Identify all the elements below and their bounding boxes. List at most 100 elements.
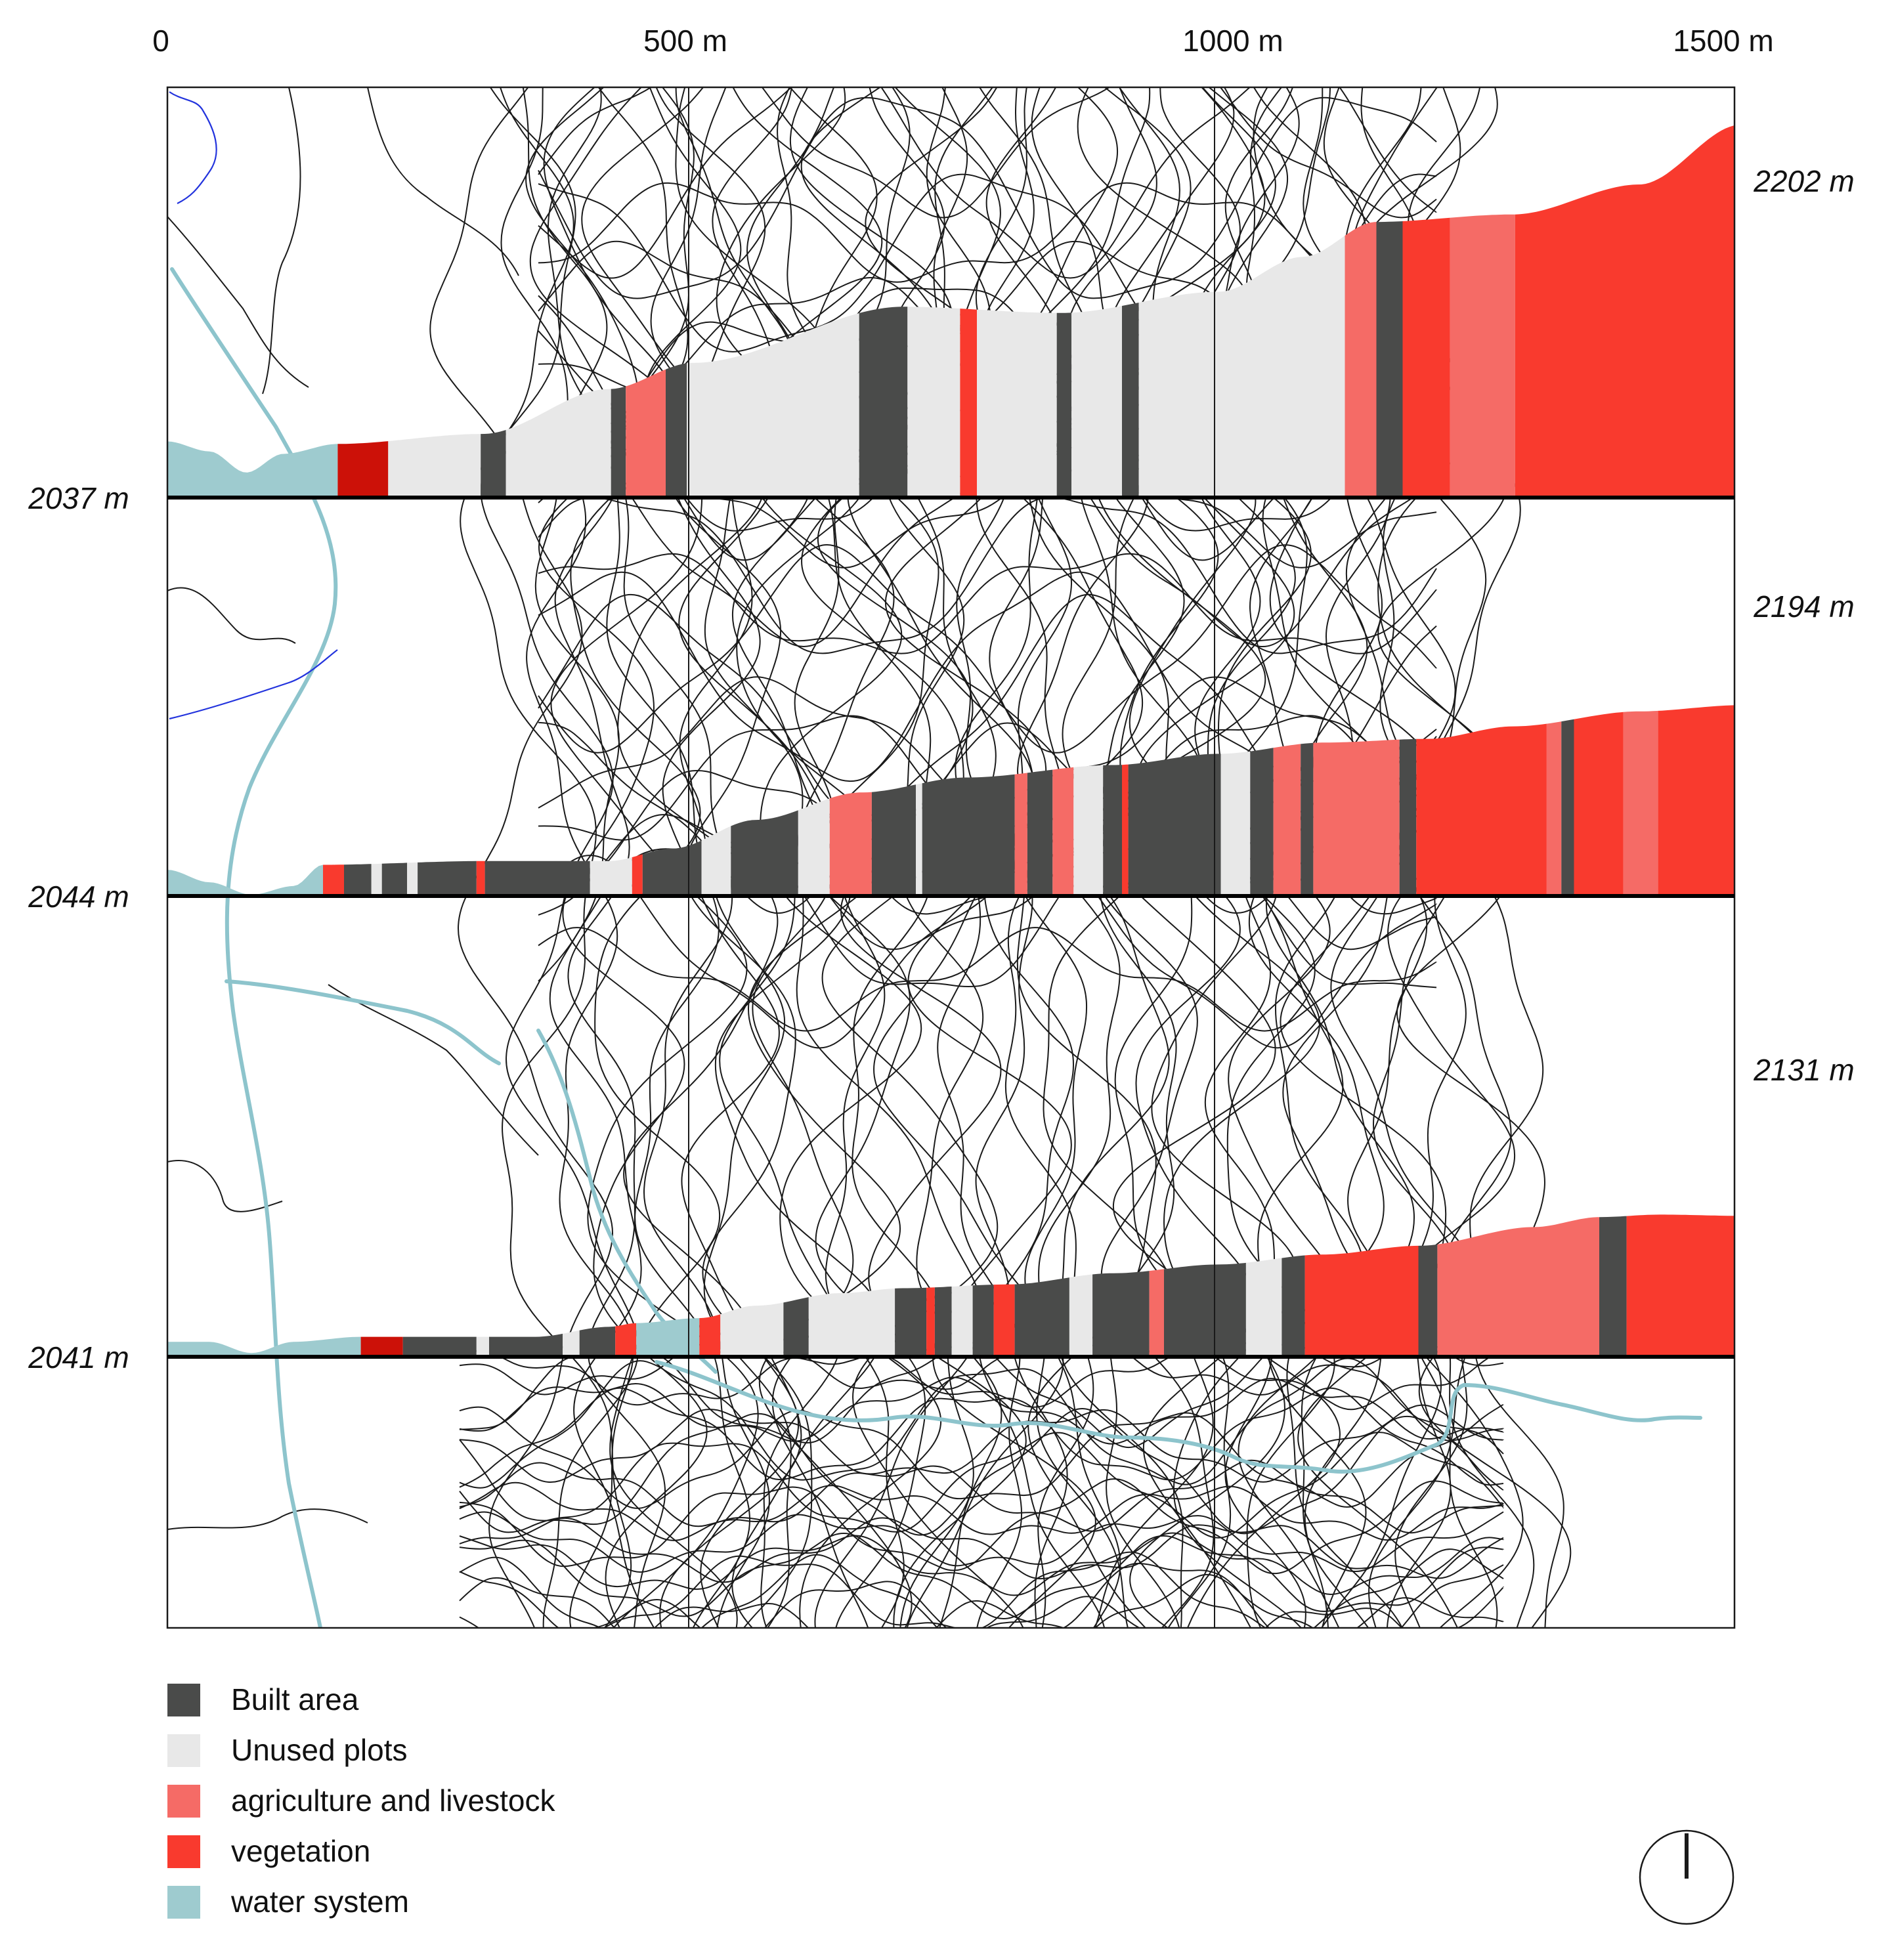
profile-1-segment-unused <box>687 313 859 498</box>
stream-line <box>169 91 217 204</box>
legend-label-veg: vegetation <box>231 1834 370 1868</box>
profile-3-segment-built <box>579 1326 616 1357</box>
contour-line <box>480 87 639 1628</box>
contour-line <box>459 1517 1504 1583</box>
scale-label-3: 1500 m <box>1673 24 1773 58</box>
profile-3-segment-built <box>934 1287 952 1357</box>
profile-2-segment-unused <box>916 783 922 896</box>
contour-line <box>459 1348 1504 1411</box>
contour-line <box>500 87 634 1628</box>
profile-3-segment-darkred <box>360 1336 403 1357</box>
legend-swatch-unused <box>167 1734 200 1767</box>
profile-2-segment-unused <box>407 862 418 896</box>
profile-2-segment-unused <box>701 826 731 896</box>
scale-label-2: 1000 m <box>1182 24 1283 58</box>
profile-1-segment-agri <box>1450 214 1515 498</box>
profile-2-segment-built <box>731 810 798 896</box>
profile-3-segment-veg <box>615 1323 637 1357</box>
legend-swatch-water <box>167 1886 200 1919</box>
profile-1-segment-agri <box>1345 222 1377 498</box>
profile-3-segment-built <box>402 1336 477 1357</box>
profile-3-segment-built <box>1164 1262 1246 1357</box>
profile-2-segment-agri <box>1546 721 1562 896</box>
profile-3-segment-built <box>972 1285 994 1357</box>
profile-2-segment-unused <box>371 863 382 896</box>
profile-1-segment-built <box>481 430 506 498</box>
profile-2-segment-built <box>871 784 916 896</box>
contour-line <box>459 1532 1504 1596</box>
profile-2-segment-veg <box>323 864 344 896</box>
profile-3-segment-built <box>1014 1277 1069 1357</box>
profile-2-segment-unused <box>798 798 830 896</box>
river-course <box>225 979 501 1065</box>
contour-line <box>459 1432 1504 1539</box>
legend-swatch-agri <box>167 1785 200 1818</box>
profile-2-segment-agri <box>1014 773 1027 896</box>
contour-line <box>459 1403 1504 1509</box>
profile-2 <box>167 705 1734 896</box>
contour-line <box>459 1408 1504 1536</box>
profile-1-segment-built <box>1056 312 1072 498</box>
profile-3-segment-unused <box>563 1330 580 1357</box>
profile-2-segment-water <box>167 864 323 896</box>
elevation-profiles <box>167 125 1734 1357</box>
contour-line <box>167 216 309 388</box>
contour-line <box>459 1459 1504 1534</box>
legend-label-water: water system <box>230 1885 409 1919</box>
profile-2-segment-built <box>1301 742 1314 896</box>
profile-3-segment-unused <box>951 1285 973 1357</box>
profile-2-segment-veg <box>1574 712 1624 896</box>
contour-line <box>459 1387 1504 1488</box>
profile-2-segment-agri <box>1313 739 1400 896</box>
legend-label-agri: agriculture and livestock <box>231 1783 555 1818</box>
profile-3-segment-water <box>167 1336 361 1357</box>
profile-2-segment-built <box>642 840 702 896</box>
profile-3-segment-built <box>783 1297 809 1357</box>
profile-3-segment-veg <box>993 1284 1015 1357</box>
profile-1-segment-built <box>611 386 626 498</box>
contour-line <box>538 96 1437 299</box>
profile-2-segment-agri <box>1623 710 1658 896</box>
profile-1-segment-unused <box>388 434 481 498</box>
profile-1-segment-unused <box>907 307 960 498</box>
legend-label-built: Built area <box>231 1682 359 1716</box>
contour-line <box>459 1481 1504 1541</box>
contour-line <box>538 496 1437 654</box>
contour-line <box>590 1598 1403 1628</box>
profile-3-segment-unused <box>1245 1258 1282 1357</box>
scale-label-1: 500 m <box>643 24 727 58</box>
contour-line <box>459 1511 1504 1573</box>
contour-line <box>459 1478 1504 1575</box>
profile-2-segment-veg <box>1658 705 1734 896</box>
profile-1-segment-built <box>859 307 908 498</box>
legend-swatch-veg <box>167 1835 200 1868</box>
elevation-labels: 2037 m 2202 m 2044 m 2194 m 2041 m 2131 m <box>28 164 1854 1374</box>
profile-2-segment-unused <box>1220 751 1251 896</box>
profile-3 <box>167 1214 1734 1357</box>
profile-1-segment-veg <box>1402 217 1450 498</box>
contour-line <box>538 927 1437 1032</box>
profile-2-segment-built <box>1128 754 1221 896</box>
profile-2-segment-built <box>1027 769 1053 896</box>
legend: Built area Unused plots agriculture and li… <box>167 1682 555 1919</box>
contour-line <box>367 87 519 276</box>
contour-line <box>459 1376 1504 1445</box>
profile-2-segment-agri <box>829 792 872 896</box>
profile-2-segment-veg <box>476 861 485 896</box>
north-arrow-icon <box>1639 1829 1734 1925</box>
profile-3-segment-unused <box>476 1336 489 1357</box>
contour-line <box>538 814 1437 950</box>
profile-3-end-elevation: 2131 m <box>1753 1053 1854 1087</box>
profile-3-segment-built <box>1282 1255 1305 1357</box>
profile-baselines <box>167 496 1734 1359</box>
contour-line <box>429 87 614 1628</box>
contour-line <box>459 1548 1504 1628</box>
contour-line <box>262 87 301 394</box>
profile-2-segment-agri <box>1052 767 1074 896</box>
profile-3-segment-built <box>1599 1216 1627 1357</box>
profile-3-segment-built <box>1418 1244 1438 1357</box>
contour-line <box>538 182 1437 283</box>
contour-line <box>538 544 1437 754</box>
profile-2-segment-built <box>344 864 372 896</box>
